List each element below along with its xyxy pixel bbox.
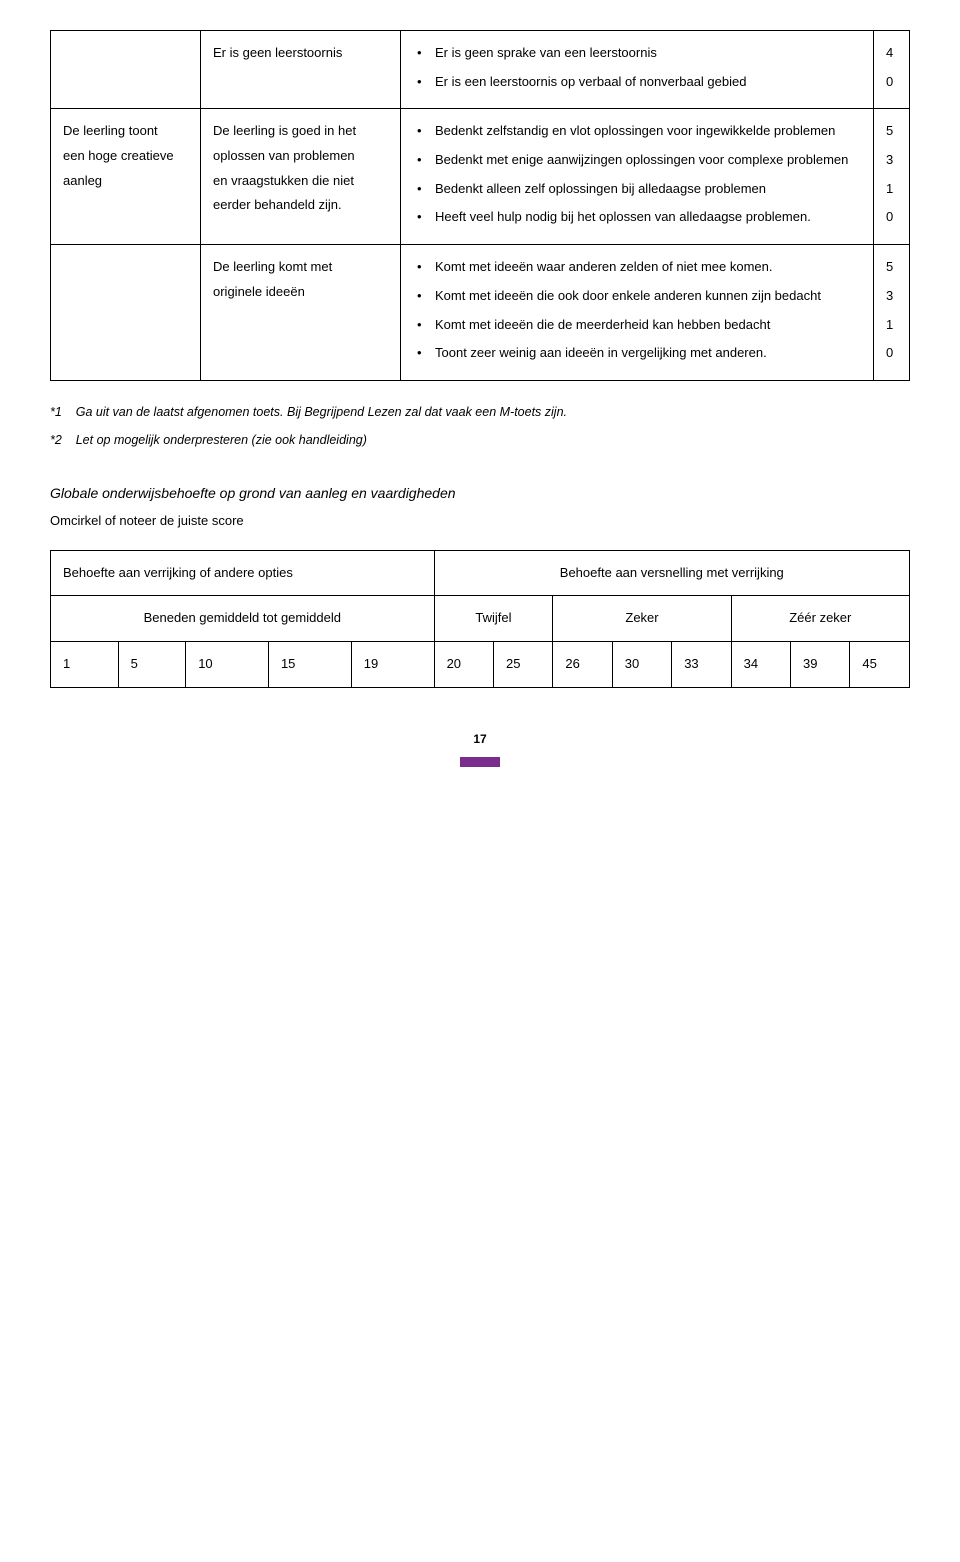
footnote-label: *1	[50, 405, 62, 419]
table-row: Beneden gemiddeld tot gemiddeld Twijfel …	[51, 596, 910, 642]
score-num: 25	[493, 642, 552, 688]
table-row: De leerling komt met originele ideeën Ko…	[51, 245, 910, 381]
text: De leerling is goed in het	[213, 123, 356, 138]
header-cell: Behoefte aan verrijking of andere opties	[51, 550, 435, 596]
footnotes: *1 Ga uit van de laatst afgenomen toets.…	[50, 401, 910, 453]
footnote-text: Ga uit van de laatst afgenomen toets. Bi…	[76, 405, 567, 419]
score-num: 33	[672, 642, 731, 688]
score-summary-table: Behoefte aan verrijking of andere opties…	[50, 550, 910, 688]
footnote-text: Let op mogelijk onderpresteren (zie ook …	[76, 433, 367, 447]
score-value: 0	[886, 70, 897, 95]
score-value: 5	[886, 255, 897, 280]
cell-descriptors: Er is geen sprake van een leerstoornis E…	[401, 31, 874, 109]
text: De leerling toont	[63, 123, 158, 138]
score-num: 34	[731, 642, 790, 688]
cell-category: De leerling toont een hoge creatieve aan…	[51, 109, 201, 245]
list-item: Komt met ideeën waar anderen zelden of n…	[413, 255, 861, 280]
cell-scores: 4 0	[874, 31, 910, 109]
score-value: 4	[886, 41, 897, 66]
cell: Zeker	[553, 596, 731, 642]
cell-descriptors: Komt met ideeën waar anderen zelden of n…	[401, 245, 874, 381]
score-value: 0	[886, 205, 897, 230]
score-value: 1	[886, 177, 897, 202]
text: en vraagstukken die niet	[213, 173, 354, 188]
assessment-table: Er is geen leerstoornis Er is geen sprak…	[50, 30, 910, 381]
list-item: Bedenkt alleen zelf oplossingen bij alle…	[413, 177, 861, 202]
cell: Beneden gemiddeld tot gemiddeld	[51, 596, 435, 642]
cell-category	[51, 245, 201, 381]
score-num: 10	[186, 642, 269, 688]
score-num: 19	[351, 642, 434, 688]
cell-scores: 5 3 1 0	[874, 109, 910, 245]
cell-criterion: De leerling is goed in het oplossen van …	[201, 109, 401, 245]
score-num: 39	[791, 642, 850, 688]
list-item: Toont zeer weinig aan ideeën in vergelij…	[413, 341, 861, 366]
list-item: Er is een leerstoornis op verbaal of non…	[413, 70, 861, 95]
list-item: Bedenkt zelfstandig en vlot oplossingen …	[413, 119, 861, 144]
text: oplossen van problemen	[213, 148, 355, 163]
cell: Zéér zeker	[731, 596, 909, 642]
text: eerder behandeld zijn.	[213, 197, 342, 212]
cell-criterion: De leerling komt met originele ideeën	[201, 245, 401, 381]
table-row: Behoefte aan verrijking of andere opties…	[51, 550, 910, 596]
header-cell: Behoefte aan versnelling met verrijking	[434, 550, 909, 596]
text: De leerling komt met	[213, 259, 332, 274]
score-value: 0	[886, 341, 897, 366]
text: aanleg	[63, 173, 102, 188]
cell-scores: 5 3 1 0	[874, 245, 910, 381]
footer-accent	[460, 757, 500, 767]
score-num: 26	[553, 642, 612, 688]
table-row: Er is geen leerstoornis Er is geen sprak…	[51, 31, 910, 109]
text: originele ideeën	[213, 284, 305, 299]
score-num: 20	[434, 642, 493, 688]
score-num: 1	[51, 642, 119, 688]
score-value: 3	[886, 284, 897, 309]
score-value: 5	[886, 119, 897, 144]
list-item: Heeft veel hulp nodig bij het oplossen v…	[413, 205, 861, 230]
section-subtitle: Omcirkel of noteer de juiste score	[50, 509, 910, 534]
text: een hoge creatieve	[63, 148, 174, 163]
score-num: 30	[612, 642, 671, 688]
cell-category	[51, 31, 201, 109]
score-value: 1	[886, 313, 897, 338]
score-num: 45	[850, 642, 910, 688]
cell-criterion: Er is geen leerstoornis	[201, 31, 401, 109]
cell-descriptors: Bedenkt zelfstandig en vlot oplossingen …	[401, 109, 874, 245]
score-num: 15	[268, 642, 351, 688]
score-num: 5	[118, 642, 186, 688]
page-number: 17	[473, 732, 486, 746]
cell: Twijfel	[434, 596, 553, 642]
table-row: De leerling toont een hoge creatieve aan…	[51, 109, 910, 245]
list-item: Komt met ideeën die ook door enkele ande…	[413, 284, 861, 309]
table-row: 1 5 10 15 19 20 25 26 30 33 34 39 45	[51, 642, 910, 688]
list-item: Er is geen sprake van een leerstoornis	[413, 41, 861, 66]
score-value: 3	[886, 148, 897, 173]
list-item: Komt met ideeën die de meerderheid kan h…	[413, 313, 861, 338]
section-title: Globale onderwijsbehoefte op grond van a…	[50, 480, 910, 507]
footnote-label: *2	[50, 433, 62, 447]
list-item: Bedenkt met enige aanwijzingen oplossing…	[413, 148, 861, 173]
page-footer: 17	[50, 728, 910, 767]
